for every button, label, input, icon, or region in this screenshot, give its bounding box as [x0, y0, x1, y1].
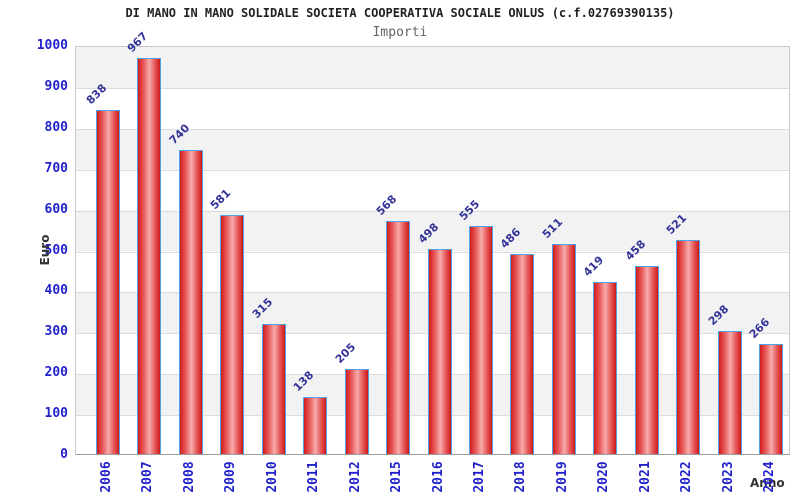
y-axis-tick-label: 100 [44, 406, 68, 422]
bar-value-label: 138 [290, 368, 317, 394]
x-axis-tick-label: 2008 [181, 461, 197, 493]
bar-value-label: 511 [539, 215, 566, 242]
x-axis-tick-label: 2010 [264, 461, 280, 493]
bar-value-label: 315 [249, 295, 275, 322]
chart-title: DI MANO IN MANO SOLIDALE SOCIETA COOPERA… [125, 6, 675, 20]
bar-value-label: 568 [373, 192, 400, 218]
bar-value-label: 838 [83, 81, 110, 108]
y-axis-tick-label: 700 [44, 160, 68, 176]
x-axis-tick-label: 2018 [513, 461, 529, 493]
gridline [76, 128, 789, 130]
y-axis-tick-label: 800 [44, 119, 68, 135]
x-axis-tick-label: 2023 [720, 461, 736, 493]
x-axis-tick-label: 2016 [430, 461, 446, 493]
gridline [76, 169, 789, 171]
x-axis-title: Anno [750, 476, 785, 490]
y-axis-tick-label: 600 [44, 201, 68, 217]
bar-2011 [303, 396, 328, 454]
bar-2008 [178, 150, 203, 454]
bar-2009 [220, 215, 245, 454]
x-axis-tick-label: 2019 [554, 461, 570, 493]
bar-value-label: 740 [166, 121, 193, 148]
bar-2020 [593, 281, 618, 454]
y-axis-tick-label: 500 [44, 242, 68, 258]
bar-value-label: 581 [208, 186, 234, 213]
bar-value-label: 419 [581, 253, 607, 279]
bar-2016 [427, 249, 452, 454]
bar-value-label: 298 [705, 302, 731, 329]
bar-value-label: 266 [746, 315, 773, 342]
bar-2023 [717, 331, 742, 454]
y-axis-tick-label: 900 [44, 78, 68, 94]
bar-2022 [676, 239, 701, 454]
x-axis-tick-label: 2012 [347, 461, 363, 493]
bar-2017 [468, 226, 493, 454]
x-axis-tick-label: 2022 [679, 461, 695, 493]
bar-2010 [261, 324, 286, 454]
bar-2007 [137, 57, 162, 454]
y-axis-tick-label: 0 [60, 447, 68, 462]
y-axis-title: Euro [38, 234, 52, 266]
bar-2006 [96, 110, 120, 454]
x-axis-tick-label: 2024 [762, 461, 777, 493]
plot-area: 838 967 740 581 315 138 205 568 498 555 486 511 419 4… [75, 29, 790, 455]
bar-2021 [634, 265, 659, 454]
bar-value-label: 498 [415, 220, 441, 247]
bar-value-label: 205 [332, 340, 358, 367]
bar-value-label: 555 [456, 197, 483, 224]
bar-2024 [759, 344, 783, 454]
bar-2018 [510, 254, 535, 454]
gridline [76, 210, 789, 212]
bar-2019 [551, 244, 576, 454]
x-axis-tick-label: 2009 [223, 461, 239, 493]
bar-2012 [344, 369, 369, 454]
y-axis-tick-label: 300 [44, 324, 68, 340]
y-axis: 0 100 200 300 400 500 600 700 800 900 1000 [0, 38, 68, 462]
bar-value-label: 521 [663, 211, 690, 237]
x-axis-tick-label: 2006 [99, 461, 114, 493]
bar-value-label: 458 [622, 237, 648, 263]
y-axis-tick-label: 400 [44, 283, 68, 299]
x-axis-tick-label: 2020 [596, 461, 612, 493]
x-axis-tick-label: 2015 [389, 461, 405, 493]
x-axis-tick-label: 2017 [471, 461, 487, 493]
x-axis-tick-label: 2011 [306, 461, 322, 493]
y-axis-tick-label: 1000 [36, 38, 68, 53]
gridline [76, 87, 789, 89]
x-axis-tick-label: 2021 [637, 461, 653, 493]
x-axis-tick-label: 2007 [140, 461, 156, 493]
bar-value-label: 486 [498, 225, 524, 252]
chart-subtitle: Importi [372, 25, 428, 40]
bar-2015 [386, 220, 411, 454]
y-axis-tick-label: 200 [44, 365, 68, 381]
